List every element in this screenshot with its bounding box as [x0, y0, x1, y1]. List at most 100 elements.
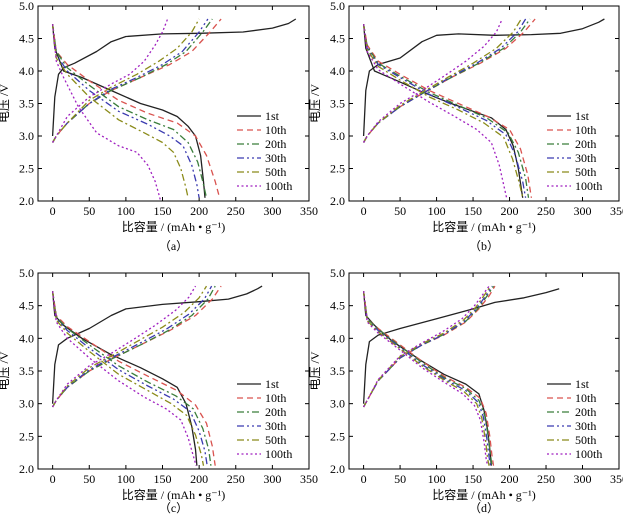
- y-tick-label: 4.5: [330, 299, 345, 313]
- y-tick-label: 3.0: [19, 397, 34, 411]
- y-axis-label: 电压 /V: [308, 351, 322, 390]
- x-tick-label: 0: [361, 472, 367, 486]
- legend-label-50th: 50th: [265, 433, 286, 447]
- series-line-10th-discharge: [362, 291, 495, 466]
- y-tick-label: 4.0: [330, 331, 345, 345]
- x-tick-label: 250: [227, 472, 245, 486]
- x-tick-label: 200: [501, 204, 519, 218]
- x-tick-label: 350: [610, 204, 623, 218]
- x-tick-label: 150: [154, 472, 172, 486]
- panel-label: （b）: [469, 239, 499, 253]
- series-line-30th-charge: [363, 18, 527, 143]
- y-tick-label: 4.0: [19, 331, 34, 345]
- legend-label-1st: 1st: [575, 109, 590, 123]
- legend-label-30th: 30th: [575, 151, 596, 165]
- series-line-100th-charge: [363, 285, 490, 408]
- y-tick-label: 5.0: [330, 0, 345, 13]
- series-line-10th-charge: [363, 285, 496, 408]
- y-tick-label: 2.5: [330, 429, 345, 443]
- y-tick-label: 4.0: [19, 64, 34, 78]
- x-tick-label: 50: [83, 204, 95, 218]
- y-tick-label: 4.5: [19, 32, 34, 46]
- legend-label-50th: 50th: [575, 165, 596, 179]
- y-tick-label: 5.0: [19, 0, 34, 13]
- y-tick-label: 2.5: [330, 162, 345, 176]
- legend-label-10th: 10th: [265, 123, 286, 137]
- series-line-10th-charge: [363, 18, 536, 143]
- x-tick-label: 0: [361, 204, 367, 218]
- y-tick-label: 3.0: [19, 129, 34, 143]
- x-axis-label: 比容量 / (mAh • g⁻¹): [122, 219, 225, 234]
- x-axis-label: 比容量 / (mAh • g⁻¹): [432, 219, 535, 234]
- series-line-1st-charge: [51, 285, 263, 404]
- x-tick-label: 0: [50, 472, 56, 486]
- x-tick-label: 350: [300, 204, 318, 218]
- x-tick-label: 300: [574, 472, 592, 486]
- series-line-1st-charge: [51, 18, 297, 137]
- y-tick-label: 4.5: [330, 32, 345, 46]
- panel-label: （d）: [469, 501, 499, 515]
- legend-label-1st: 1st: [265, 109, 280, 123]
- x-tick-label: 350: [610, 472, 623, 486]
- x-tick-label: 50: [83, 472, 95, 486]
- legend-label-30th: 30th: [575, 419, 596, 433]
- series-line-100th-discharge: [51, 24, 161, 200]
- series-line-1st-charge: [362, 288, 560, 404]
- y-axis-label: 电压 /V: [308, 84, 322, 123]
- legend-label-20th: 20th: [265, 137, 286, 151]
- x-tick-label: 50: [394, 472, 406, 486]
- series-line-10th-discharge: [362, 24, 533, 198]
- series-line-50th-charge: [52, 285, 208, 408]
- x-tick-label: 250: [537, 472, 555, 486]
- y-tick-label: 2.0: [19, 194, 34, 208]
- y-tick-label: 3.0: [330, 129, 345, 143]
- legend-label-20th: 20th: [575, 405, 596, 419]
- y-tick-label: 3.5: [330, 97, 345, 111]
- x-tick-label: 100: [117, 472, 135, 486]
- chart-panel-3: 0 50 100 150 200 250 300 350 2.0 2.5 3.0 3.5 4.0 4.5 5…: [0, 266, 318, 515]
- series-line-30th-charge: [363, 285, 493, 408]
- series-line-30th-discharge: [362, 291, 492, 466]
- series-line-20th-discharge: [362, 291, 493, 466]
- y-tick-label: 2.0: [330, 462, 345, 476]
- series-line-100th-charge: [52, 18, 169, 143]
- legend-label-100th: 100th: [265, 179, 292, 193]
- x-tick-label: 150: [154, 204, 172, 218]
- series-line-1st-discharge: [362, 291, 492, 466]
- y-tick-label: 2.0: [330, 194, 345, 208]
- x-axis-label: 比容量 / (mAh • g⁻¹): [432, 487, 535, 502]
- x-tick-label: 300: [263, 472, 281, 486]
- legend-label-1st: 1st: [575, 377, 590, 391]
- legend-label-100th: 100th: [575, 447, 602, 461]
- series-line-50th-charge: [363, 18, 522, 143]
- x-tick-label: 300: [574, 204, 592, 218]
- x-tick-label: 50: [394, 204, 406, 218]
- x-tick-label: 100: [428, 204, 446, 218]
- y-axis-label: 电压 /V: [0, 351, 11, 390]
- y-tick-label: 3.5: [19, 364, 34, 378]
- y-tick-label: 4.0: [330, 64, 345, 78]
- x-tick-label: 250: [537, 204, 555, 218]
- series-line-100th-discharge: [51, 291, 197, 466]
- x-tick-label: 250: [227, 204, 245, 218]
- y-tick-label: 2.5: [19, 429, 34, 443]
- x-tick-label: 200: [501, 472, 519, 486]
- series-line-100th-discharge: [362, 291, 489, 466]
- series-line-20th-discharge: [362, 24, 530, 198]
- legend-label-20th: 20th: [265, 405, 286, 419]
- x-tick-label: 200: [190, 204, 208, 218]
- y-tick-label: 3.0: [330, 397, 345, 411]
- series-line-20th-charge: [363, 285, 495, 408]
- y-tick-label: 2.0: [19, 462, 34, 476]
- chart-panel-2: 0 50 100 150 200 250 300 350 2.0 2.5 3.0 3.5 4.0 4.5 5…: [308, 0, 623, 253]
- legend-label-20th: 20th: [575, 137, 596, 151]
- series-line-1st-discharge: [362, 24, 524, 198]
- series-line-100th-discharge: [362, 24, 508, 198]
- series-line-20th-charge: [363, 18, 531, 143]
- y-tick-label: 5.0: [330, 266, 345, 280]
- panel-label: （c）: [159, 501, 188, 515]
- panel-label: （a）: [159, 239, 188, 253]
- series-line-30th-discharge: [51, 24, 200, 198]
- x-tick-label: 100: [428, 472, 446, 486]
